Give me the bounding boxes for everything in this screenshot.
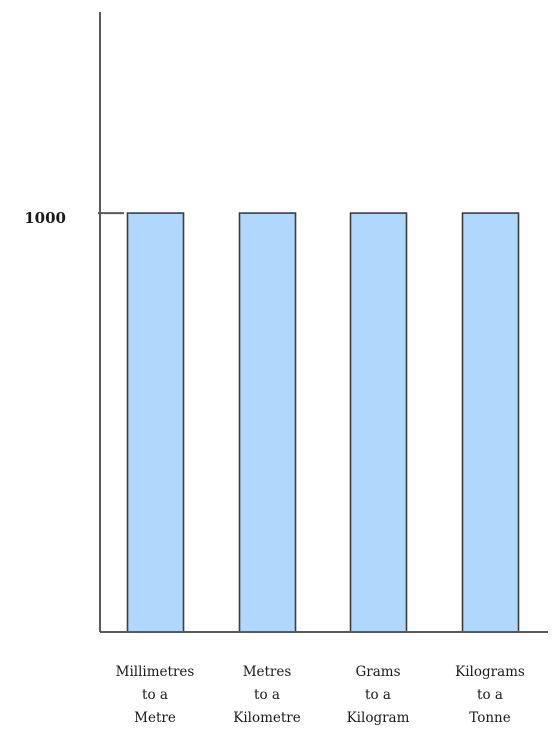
category-label-line: Kilometre	[233, 710, 301, 726]
category-label-line: Metre	[134, 710, 176, 726]
category-label-line: Tonne	[469, 710, 510, 726]
category-label-line: to a	[254, 687, 280, 703]
category-label-line: to a	[365, 687, 391, 703]
category-label-line: Kilograms	[455, 664, 525, 680]
category-label-line: to a	[477, 687, 503, 703]
y-ticks: 1000	[24, 209, 124, 227]
bar-3	[349, 212, 408, 633]
category-label-line: Millimetres	[116, 664, 195, 680]
category-label-4: Kilograms to a Tonne	[455, 664, 525, 726]
y-tick-label: 1000	[24, 209, 66, 227]
category-label-line: Grams	[355, 664, 400, 680]
category-label-line: Metres	[243, 664, 292, 680]
x-category-labels: Millimetres to a Metre Metres to a Kilometre G…	[116, 664, 525, 726]
category-label-line: Kilogram	[347, 710, 410, 726]
bar-4	[461, 212, 520, 633]
axes-layer	[99, 12, 548, 633]
bar-1	[126, 212, 185, 633]
category-label-1: Millimetres to a Metre	[116, 664, 195, 726]
category-label-line: to a	[142, 687, 168, 703]
category-label-3: Grams to a Kilogram	[347, 664, 410, 726]
bars-layer	[126, 212, 520, 633]
bar-2	[238, 212, 297, 633]
category-label-2: Metres to a Kilometre	[233, 664, 301, 726]
